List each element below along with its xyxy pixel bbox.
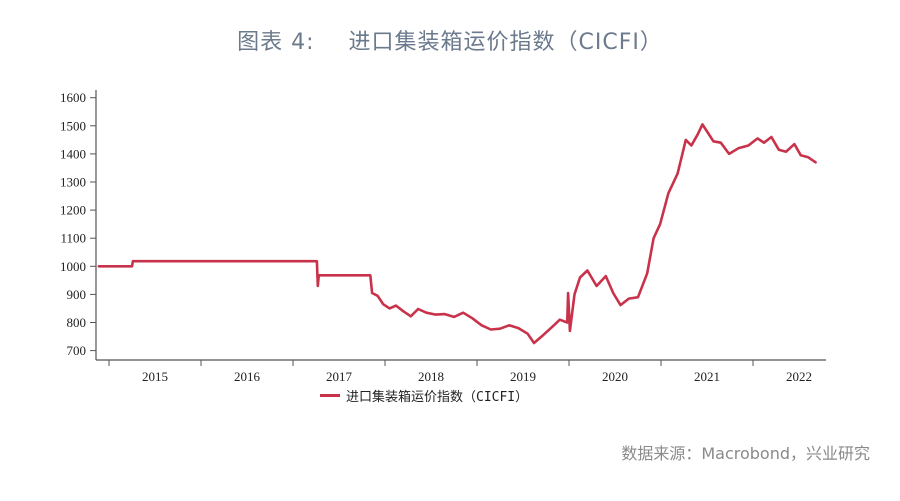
- figure-number: 图表 4:: [237, 30, 315, 55]
- y-tick-label: 1500: [60, 118, 86, 133]
- y-tick-label: 800: [67, 315, 87, 330]
- legend-label: 进口集装箱运价指数（CICFI）: [346, 390, 529, 405]
- cicfi-series-line: [97, 123, 817, 345]
- legend-swatch: [320, 394, 340, 397]
- y-tick-label: 1600: [60, 90, 86, 105]
- y-tick-label: 1000: [60, 259, 86, 274]
- y-tick-label: 1300: [60, 175, 86, 190]
- y-tick-label: 1400: [60, 146, 86, 161]
- y-tick-label: 900: [67, 287, 87, 302]
- y-tick-label: 1100: [60, 231, 86, 246]
- x-tick-label: 2020: [602, 369, 628, 384]
- chart-axes: 700 800 900 1000 1100 1200 1300 1400 1500 1600 201…: [60, 90, 826, 384]
- x-tick-label: 2022: [786, 369, 812, 384]
- chart-title: 图表 4: 进口集装箱运价指数（CICFI）: [0, 24, 900, 56]
- x-tick-label: 2015: [142, 369, 168, 384]
- x-tick-label: 2016: [234, 369, 261, 384]
- x-tick-label: 2018: [418, 369, 444, 384]
- x-tick-label: 2019: [510, 369, 536, 384]
- x-tick-label: 2017: [326, 369, 353, 384]
- y-tick-label: 700: [67, 343, 87, 358]
- chart-legend: 进口集装箱运价指数（CICFI）: [320, 386, 528, 405]
- x-tick-label: 2021: [694, 369, 720, 384]
- data-source: 数据来源：Macrobond，兴业研究: [621, 444, 870, 463]
- figure-title: 进口集装箱运价指数（CICFI）: [348, 30, 663, 55]
- y-tick-label: 1200: [60, 203, 86, 218]
